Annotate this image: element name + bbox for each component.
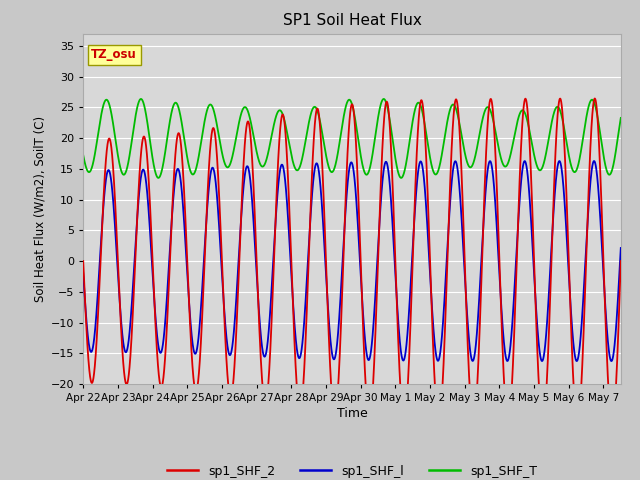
- Line: sp1_SHF_2: sp1_SHF_2: [83, 98, 621, 424]
- sp1_SHF_l: [617, 245, 625, 251]
- sp1_SHF_T: [429, 168, 437, 173]
- sp1_SHF_2: [402, 412, 410, 418]
- sp1_SHF_2: [79, 258, 87, 264]
- sp1_SHF_2: [481, 193, 488, 199]
- sp1_SHF_2: [522, 96, 529, 102]
- sp1_SHF_l: [79, 270, 87, 276]
- Title: SP1 Soil Heat Flux: SP1 Soil Heat Flux: [283, 13, 421, 28]
- sp1_SHF_2: [429, 336, 436, 342]
- sp1_SHF_T: [79, 152, 87, 158]
- sp1_SHF_T: [285, 139, 292, 145]
- sp1_SHF_l: [590, 158, 598, 164]
- X-axis label: Time: Time: [337, 407, 367, 420]
- Legend: sp1_SHF_2, sp1_SHF_l, sp1_SHF_T: sp1_SHF_2, sp1_SHF_l, sp1_SHF_T: [162, 460, 542, 480]
- sp1_SHF_2: [617, 258, 625, 264]
- sp1_SHF_T: [177, 116, 185, 122]
- sp1_SHF_T: [137, 96, 145, 102]
- sp1_SHF_l: [285, 224, 292, 230]
- Line: sp1_SHF_l: sp1_SHF_l: [83, 161, 621, 361]
- sp1_SHF_T: [481, 109, 488, 115]
- sp1_SHF_2: [177, 141, 185, 146]
- sp1_SHF_l: [607, 358, 615, 364]
- sp1_SHF_l: [402, 349, 410, 355]
- sp1_SHF_l: [481, 207, 488, 213]
- Text: TZ_osu: TZ_osu: [92, 48, 137, 61]
- sp1_SHF_2: [608, 421, 616, 427]
- sp1_SHF_l: [522, 158, 529, 164]
- sp1_SHF_l: [429, 317, 436, 323]
- sp1_SHF_l: [177, 179, 185, 185]
- Y-axis label: Soil Heat Flux (W/m2), SoilT (C): Soil Heat Flux (W/m2), SoilT (C): [33, 116, 47, 302]
- Line: sp1_SHF_T: sp1_SHF_T: [83, 99, 621, 178]
- sp1_SHF_T: [154, 175, 162, 181]
- sp1_SHF_T: [617, 115, 625, 121]
- sp1_SHF_2: [285, 189, 292, 194]
- sp1_SHF_2: [591, 96, 598, 101]
- sp1_SHF_T: [522, 111, 529, 117]
- sp1_SHF_T: [402, 162, 410, 168]
